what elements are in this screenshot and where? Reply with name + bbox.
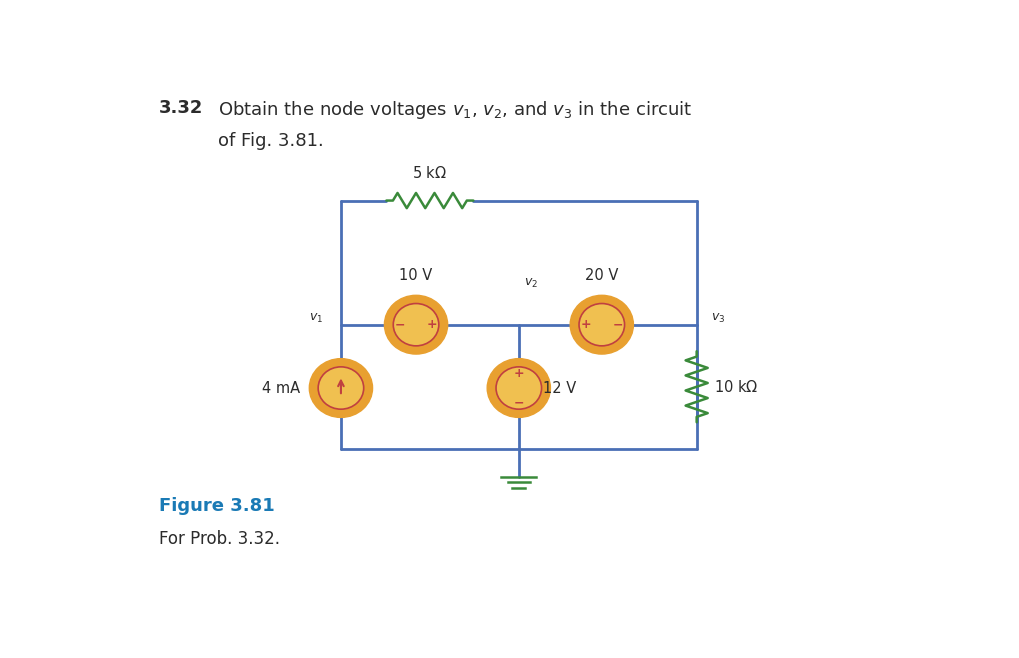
Ellipse shape [309, 359, 372, 417]
Ellipse shape [495, 367, 541, 409]
Text: −: − [513, 396, 524, 409]
Text: 3.32: 3.32 [159, 99, 204, 117]
Text: Figure 3.81: Figure 3.81 [159, 497, 274, 515]
Text: 10 V: 10 V [399, 268, 432, 283]
Text: 10 k$\Omega$: 10 k$\Omega$ [713, 379, 757, 395]
Text: +: + [426, 318, 437, 331]
Ellipse shape [318, 367, 364, 409]
Text: of Fig. 3.81.: of Fig. 3.81. [218, 132, 324, 150]
Ellipse shape [579, 303, 624, 346]
Text: $v_3$: $v_3$ [710, 312, 725, 325]
Ellipse shape [570, 295, 633, 354]
Text: −: − [394, 318, 406, 331]
Text: $v_2$: $v_2$ [523, 277, 537, 290]
Ellipse shape [487, 359, 550, 417]
Text: 5 k$\Omega$: 5 k$\Omega$ [412, 165, 447, 182]
Text: 20 V: 20 V [585, 268, 618, 283]
Ellipse shape [384, 295, 447, 354]
Text: $v_1$: $v_1$ [309, 312, 323, 325]
Text: 4 mA: 4 mA [262, 380, 300, 395]
Text: For Prob. 3.32.: For Prob. 3.32. [159, 530, 280, 548]
Text: 12 V: 12 V [542, 380, 575, 395]
Text: +: + [513, 367, 524, 380]
Text: Obtain the node voltages $v_1$, $v_2$, and $v_3$ in the circuit: Obtain the node voltages $v_1$, $v_2$, a… [218, 99, 692, 121]
Text: +: + [580, 318, 591, 331]
Ellipse shape [393, 303, 438, 346]
Text: −: − [611, 318, 623, 331]
